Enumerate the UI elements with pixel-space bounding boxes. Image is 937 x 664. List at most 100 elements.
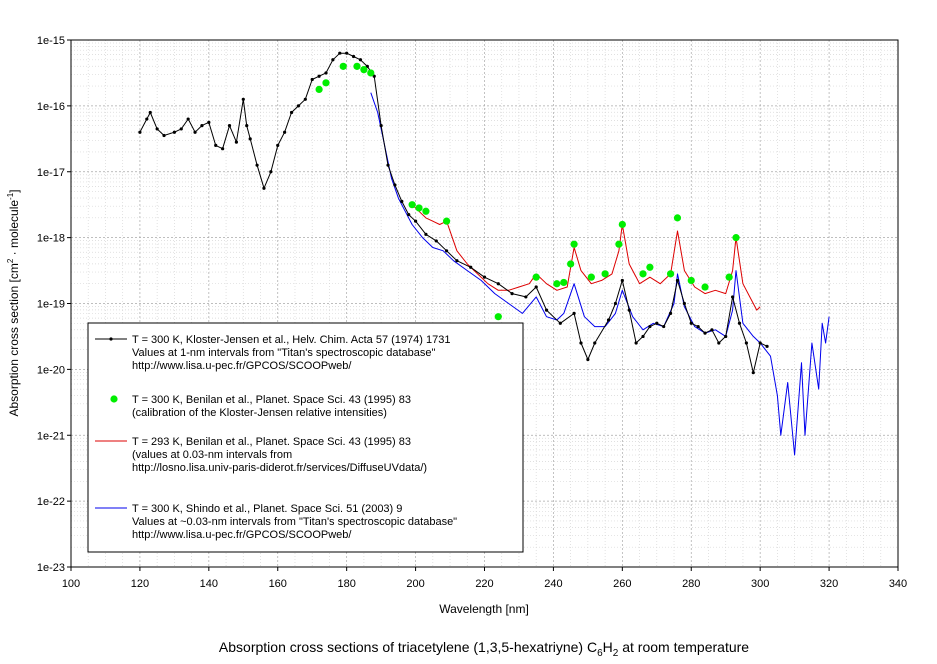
x-tick-label: 280 [682,578,700,590]
data-point-kloster-jensen [413,219,418,223]
data-point-kloster-jensen [386,163,390,167]
data-point-benilan-calibration [553,280,561,288]
data-point-kloster-jensen [148,110,152,115]
x-tick-label: 120 [131,578,149,590]
data-point-kloster-jensen [262,186,266,190]
data-point-kloster-jensen [744,341,748,345]
x-tick-label: 160 [269,578,287,590]
series-line-kloster-jensen [139,52,768,374]
legend: T = 300 K, Kloster-Jensen et al., Helv. … [87,322,524,553]
data-point-kloster-jensen [682,301,686,306]
data-point-kloster-jensen [289,110,294,115]
data-point-kloster-jensen [155,127,159,131]
legend-marker [110,395,118,403]
data-point-kloster-jensen [534,285,538,289]
data-point-kloster-jensen [634,341,638,345]
y-tick-label: 1e-18 [37,233,65,245]
data-point-kloster-jensen [558,321,562,325]
data-point-kloster-jensen [662,324,666,329]
x-tick-label: 340 [889,578,907,590]
legend-text-line: Values at ~0.03-nm intervals from "Titan… [132,516,457,528]
data-point-benilan-calibration [673,214,682,222]
data-point-benilan-calibration [666,270,675,278]
data-point-kloster-jensen [317,74,321,78]
series-benilan-calibration [315,62,740,321]
data-point-benilan-calibration [567,260,575,268]
legend-text-line: (values at 0.03-nm intervals from [132,449,292,461]
data-point-benilan-calibration [442,217,451,225]
data-point-benilan-calibration [360,66,368,74]
x-tick-label: 220 [475,578,493,590]
data-point-kloster-jensen [145,117,149,121]
data-point-kloster-jensen [737,321,742,325]
data-point-benilan-calibration [615,240,623,248]
data-point-kloster-jensen [593,341,597,345]
y-tick-label: 1e-19 [37,299,65,311]
data-point-benilan-calibration [618,220,626,229]
legend-text-line: http://losno.lisa.univ-paris-diderot.fr/… [132,462,427,474]
x-tick-label: 180 [337,578,355,590]
data-point-benilan-calibration [408,201,416,209]
x-tick-label: 260 [613,578,631,590]
data-point-kloster-jensen [641,334,645,339]
data-point-kloster-jensen [758,341,762,345]
x-tick-label: 100 [62,578,80,590]
data-point-kloster-jensen [689,321,693,325]
legend-text-line: T = 300 K, Shindo et al., Planet. Space … [132,503,402,515]
y-tick-label: 1e-15 [37,35,65,47]
data-point-kloster-jensen [675,278,680,283]
data-point-kloster-jensen [424,232,428,236]
data-point-benilan-calibration [315,85,323,94]
y-tick-label: 1e-23 [37,562,65,574]
data-point-kloster-jensen [331,58,335,62]
data-point-kloster-jensen [245,124,249,128]
legend-text-line: T = 300 K, Kloster-Jensen et al., Helv. … [132,334,450,346]
data-point-kloster-jensen [703,331,707,335]
data-point-benilan-calibration [725,273,733,281]
series-layer [138,51,830,456]
x-axis-label: Wavelength [nm] [439,602,529,616]
data-point-kloster-jensen [751,371,755,375]
data-point-benilan-calibration [339,62,347,70]
data-point-kloster-jensen [372,74,376,78]
data-point-kloster-jensen [724,334,728,339]
grid [70,40,899,568]
data-point-benilan-calibration [646,263,654,271]
data-point-benilan-calibration [732,234,740,242]
data-point-kloster-jensen [496,282,500,286]
x-tick-label: 200 [406,578,424,590]
data-point-kloster-jensen [648,324,652,329]
data-point-kloster-jensen [324,71,328,75]
legend-item-shindo: T = 300 K, Shindo et al., Planet. Space … [95,503,457,541]
y-axis: 1e-15 1e-16 1e-17 1e-18 1e-19 1e-20 1e-21 1e-22… [37,35,71,574]
data-point-benilan-calibration [422,207,430,215]
data-point-benilan-calibration [701,283,709,291]
x-tick-label: 320 [820,578,838,590]
data-point-kloster-jensen [172,130,176,134]
data-point-benilan-calibration [494,313,502,321]
series-shindo [370,92,830,456]
data-point-kloster-jensen [351,54,356,59]
legend-text-line: http://www.lisa.u-pec.fr/GPCOS/SCOOPweb/ [132,529,352,541]
legend-text-line: T = 293 K, Benilan et al., Planet. Space… [132,436,411,448]
series-benilan-293-k [411,204,761,311]
data-point-benilan-calibration [587,273,595,281]
data-point-kloster-jensen [162,133,166,138]
data-point-benilan-calibration [353,62,361,70]
data-point-kloster-jensen [717,341,721,345]
data-point-kloster-jensen [544,308,549,312]
y-tick-label: 1e-16 [37,101,65,113]
y-tick-label: 1e-22 [37,496,65,508]
data-point-kloster-jensen [200,124,204,128]
data-point-kloster-jensen [696,324,700,329]
data-point-kloster-jensen [444,249,449,253]
data-point-kloster-jensen [345,51,349,55]
data-point-kloster-jensen [586,357,590,362]
data-point-kloster-jensen [358,58,363,62]
legend-item-benilan-calibration: T = 300 K, Benilan et al., Planet. Space… [110,394,411,419]
data-point-kloster-jensen [469,265,473,269]
data-point-benilan-calibration [601,270,609,278]
legend-text-line: http://www.lisa.u-pec.fr/GPCOS/SCOOPweb/ [132,360,352,372]
legend-text-line: (calibration of the Kloster-Jensen relat… [132,407,387,419]
series-line-benilan-293-k [411,204,761,311]
